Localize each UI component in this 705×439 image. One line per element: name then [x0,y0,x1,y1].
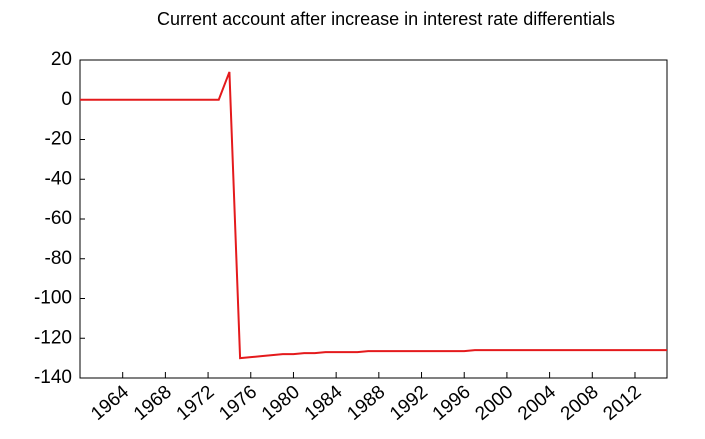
x-tick-label: 1988 [343,382,389,425]
x-tick-label: 2004 [514,381,560,425]
x-tick-label: 1972 [173,382,219,425]
line-series [80,71,667,360]
y-tick-label: 0 [61,89,72,110]
x-tick-label: 1968 [130,382,176,425]
x-tick-label: 1980 [258,382,304,425]
x-tick-label: 1976 [215,382,261,425]
y-tick-label: 20 [51,49,72,70]
x-tick-label: 1964 [87,381,133,425]
chart-title: Current account after increase in intere… [157,9,615,29]
y-tick-label: -140 [34,367,72,388]
x-tick-label: 2000 [471,382,517,425]
y-tick-label: -120 [34,327,72,348]
y-tick-label: -100 [34,288,72,309]
y-tick-label: -60 [45,208,72,229]
y-tick-label: -40 [45,168,72,189]
plot-frame [79,59,668,379]
x-tick-label: 1984 [301,381,347,425]
x-tick-label: 1996 [429,382,475,425]
y-tick-label: -20 [45,129,72,150]
x-tick-label: 2012 [600,382,646,425]
x-tick-label: 2008 [557,382,603,425]
x-tick-label: 1992 [386,382,432,425]
y-tick-label: -80 [45,248,72,269]
